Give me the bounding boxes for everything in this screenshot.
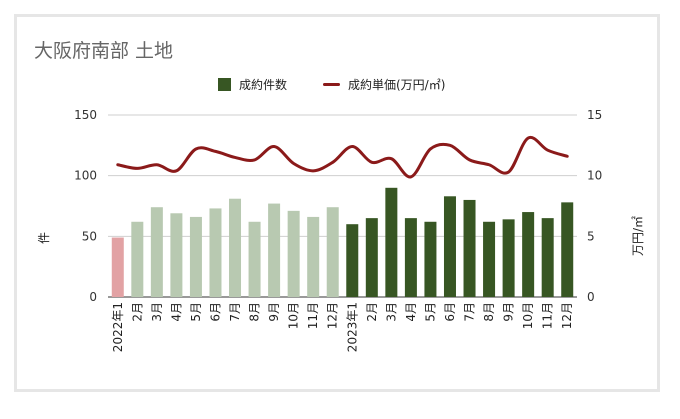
x-tick-label: 6月: [443, 302, 457, 322]
x-tick-label: 12月: [326, 302, 340, 329]
bar: [424, 221, 437, 297]
right-axis-label: 万円/㎡: [631, 216, 645, 256]
x-tick-label: 2023年1: [345, 302, 359, 352]
price-line: [116, 135, 569, 179]
x-tick-label: 11月: [306, 302, 320, 329]
x-tick-label: 2月: [130, 302, 144, 322]
bar: [170, 213, 183, 297]
right-tick-label: 0: [587, 290, 595, 304]
legend-item-bars: 成約件数: [218, 76, 287, 93]
x-tick-label: 9月: [267, 302, 281, 322]
bar: [326, 207, 339, 297]
legend-swatch-bars: [218, 78, 231, 91]
x-tick-label: 10月: [521, 302, 535, 329]
bar: [404, 218, 417, 297]
left-tick-label: 0: [89, 290, 97, 304]
x-tick-label: 5月: [189, 302, 203, 322]
x-tick-label: 12月: [560, 302, 574, 329]
bar: [229, 198, 242, 297]
bar: [209, 208, 222, 297]
bar: [287, 210, 300, 297]
bar: [541, 218, 554, 297]
x-tick-label: 3月: [150, 302, 164, 322]
legend-label-line: 成約単価(万円/㎡): [348, 78, 446, 92]
bar: [385, 187, 398, 297]
bar: [365, 218, 378, 297]
chart-title: 大阪府南部 土地: [34, 40, 174, 62]
legend-swatch-line: [323, 83, 340, 86]
right-tick-label: 15: [587, 108, 602, 122]
x-tick-label: 9月: [502, 302, 516, 322]
x-tick-label: 5月: [423, 302, 437, 322]
bar: [248, 221, 261, 297]
x-tick-label: 2月: [365, 302, 379, 322]
bar: [561, 202, 574, 297]
right-axis-ticks: 0 5 10 15: [587, 108, 602, 304]
legend: 成約件数 成約単価(万円/㎡): [0, 76, 680, 94]
bar: [502, 219, 515, 297]
right-tick-label: 10: [587, 169, 602, 183]
left-axis-ticks: 0 50 100 150: [74, 108, 97, 304]
x-tick-label: 4月: [404, 302, 418, 322]
legend-item-line: 成約単価(万円/㎡): [323, 76, 445, 93]
bar: [522, 212, 535, 297]
bar: [131, 221, 144, 297]
right-tick-label: 5: [587, 229, 595, 243]
bar: [307, 216, 320, 297]
x-tick-label: 7月: [463, 302, 477, 322]
bar: [268, 203, 281, 297]
left-tick-label: 150: [74, 108, 97, 122]
bar: [346, 224, 359, 297]
legend-label-bars: 成約件数: [239, 78, 288, 92]
bar: [150, 207, 163, 297]
x-tick-label: 4月: [169, 302, 183, 322]
x-tick-label: 3月: [384, 302, 398, 322]
x-tick-label: 8月: [482, 302, 496, 322]
left-tick-label: 50: [82, 229, 97, 243]
x-axis-ticks: 2022年1 2月 3月 4月 5月 6月 7月 8月 9月 10月 11月 12月 2023年1 2月 3…: [111, 302, 574, 352]
bar: [483, 221, 496, 297]
x-tick-label: 8月: [248, 302, 262, 322]
bar-series: [111, 187, 574, 297]
bar: [111, 237, 124, 297]
x-tick-label: 6月: [208, 302, 222, 322]
x-tick-label: 10月: [287, 302, 301, 329]
gridlines: [108, 114, 577, 298]
bar: [463, 199, 476, 297]
x-tick-label: 11月: [541, 302, 555, 329]
bar: [189, 216, 202, 297]
left-axis-label: 件: [37, 232, 51, 244]
chart-frame: [14, 14, 660, 392]
x-tick-label: 2022年1: [111, 302, 125, 352]
x-tick-label: 7月: [228, 302, 242, 322]
left-tick-label: 100: [74, 169, 97, 183]
bar: [443, 196, 456, 297]
